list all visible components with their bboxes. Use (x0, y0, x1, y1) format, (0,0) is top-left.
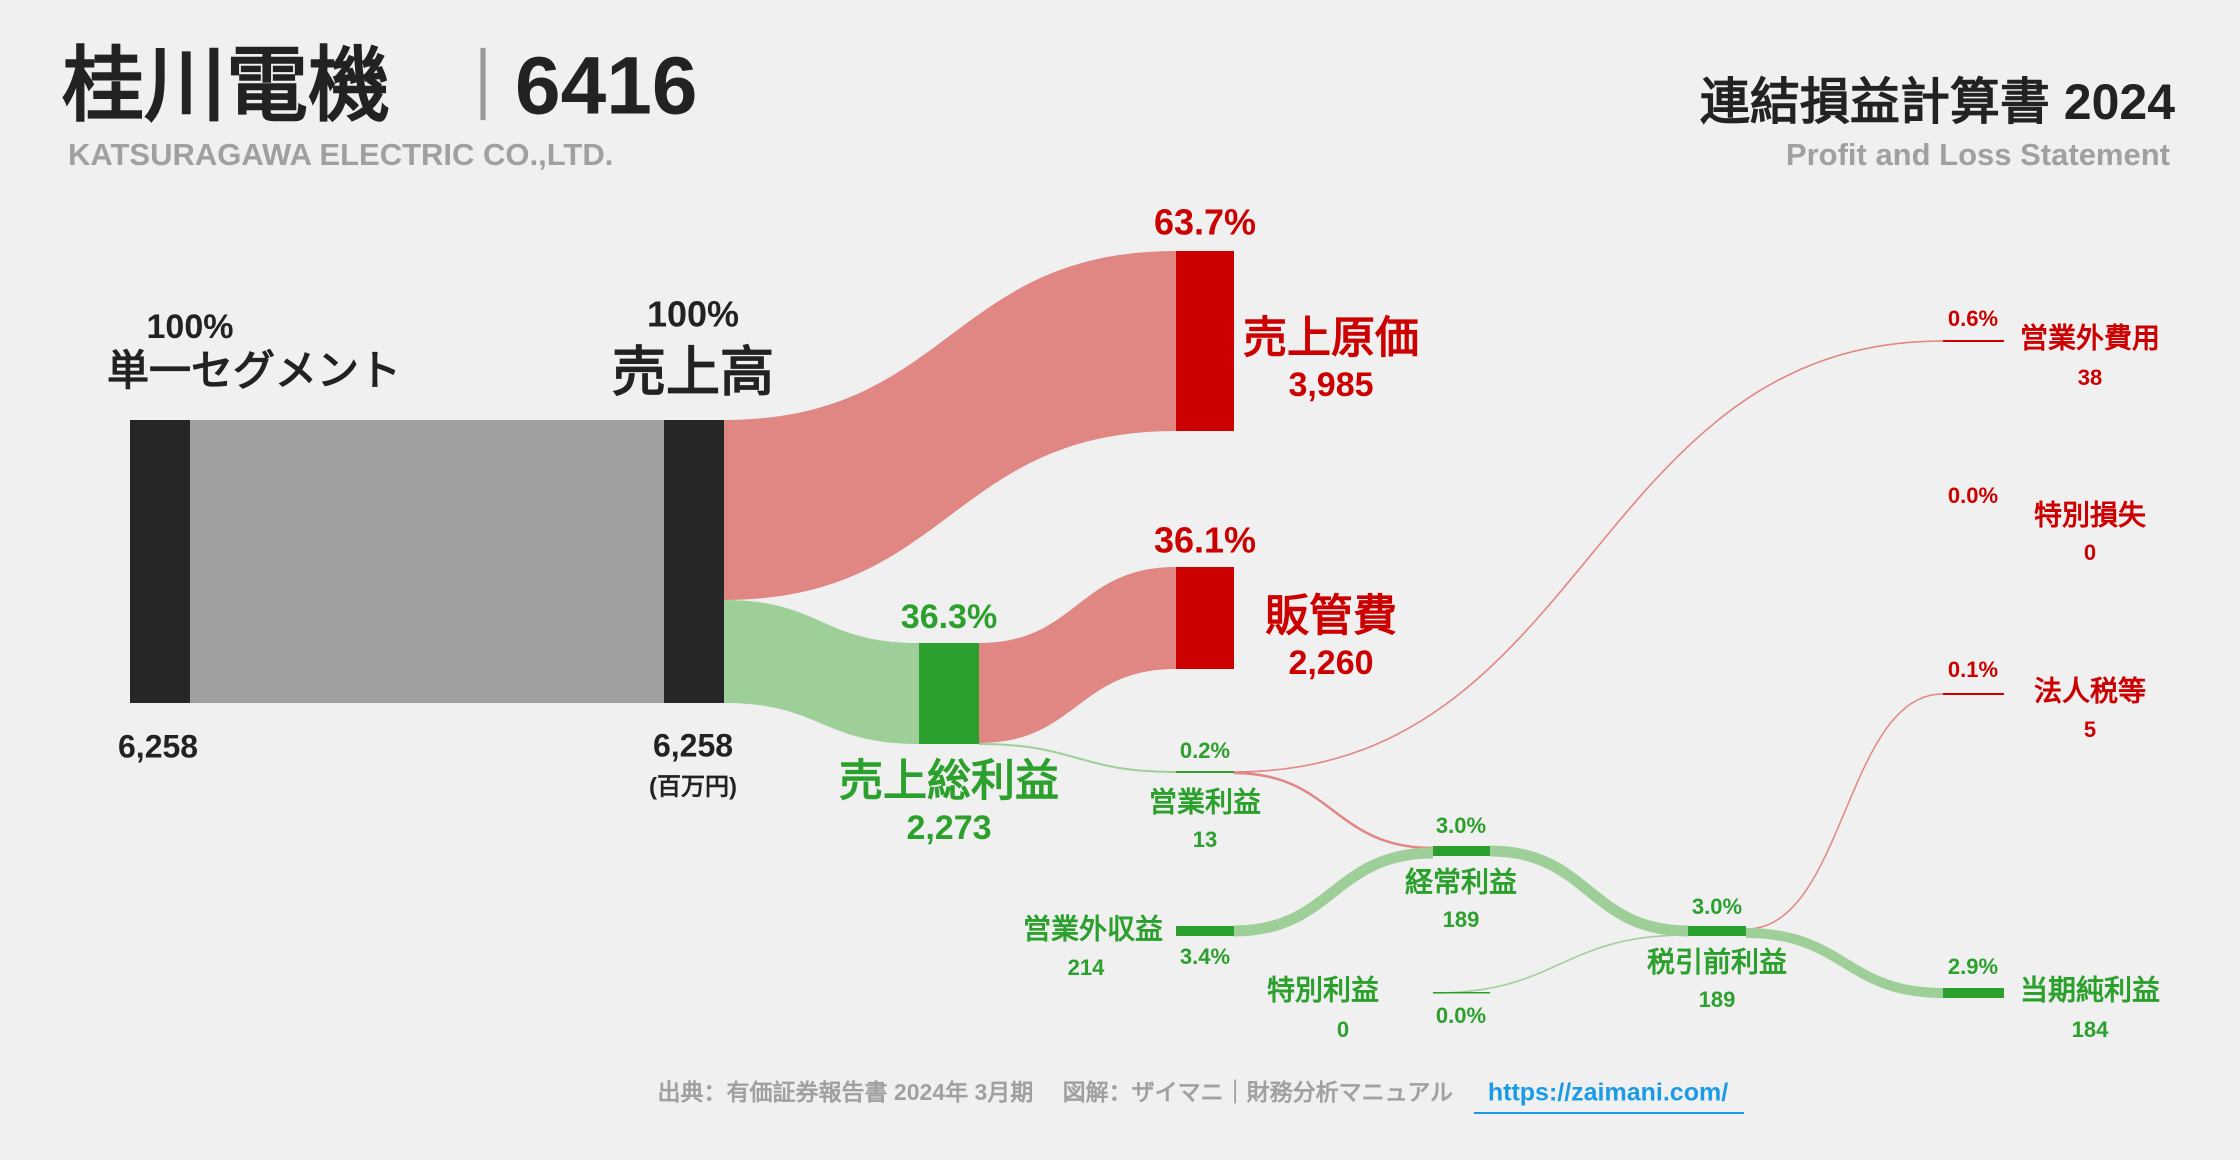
sga-label: 販管費 (1265, 592, 1397, 641)
flow-segment-revenue (190, 420, 664, 703)
node-sga (1176, 567, 1234, 669)
node-ordinary-profit (1433, 846, 1490, 856)
stock-code: 6416 (515, 41, 697, 132)
flow-special-gain-pretax (1432, 934, 1689, 994)
tax-label: 法人税等 (2034, 674, 2146, 706)
segment-label: 単一セグメント (107, 347, 401, 394)
pretax-value: 189 (1699, 987, 1736, 1012)
flow-op-nonop-expense (1233, 340, 1944, 773)
node-nonop-expense (1943, 340, 2004, 342)
cogs-label: 売上原価 (1243, 314, 1419, 363)
revenue-value: 6,258 (653, 727, 733, 763)
node-revenue (664, 420, 724, 703)
pretax-pct: 3.0% (1692, 894, 1742, 919)
gross-value: 2,273 (906, 809, 991, 847)
nonop-inc-value: 214 (1068, 955, 1105, 980)
flow-gross-sga (979, 567, 1176, 743)
cogs-pct: 63.7% (1154, 202, 1256, 243)
special-gain-label: 特別利益 (1267, 974, 1379, 1005)
node-net-income (1943, 988, 2004, 998)
ordinary-value: 189 (1443, 907, 1480, 932)
link-underline (1474, 1112, 1744, 1114)
revenue-label: 売上高 (612, 342, 774, 402)
node-operating-profit (1176, 771, 1234, 773)
flow-pretax-tax (1745, 693, 1944, 930)
op-pct: 0.2% (1180, 738, 1230, 763)
nonop-inc-pct: 3.4% (1180, 944, 1230, 969)
node-cogs (1176, 251, 1234, 431)
nonop-inc-label: 営業外収益 (1023, 913, 1163, 944)
statement-title: 連結損益計算書 2024 (1700, 74, 2175, 130)
title-separator: ｜ (448, 46, 518, 125)
company-name-en: KATSURAGAWA ELECTRIC CO.,LTD. (68, 137, 613, 172)
unit-label: (百万円) (649, 773, 737, 800)
cogs-value: 3,985 (1288, 366, 1373, 404)
site-link[interactable]: https://zaimani.com/ (1488, 1079, 1728, 1107)
revenue-pct: 100% (647, 294, 739, 335)
node-pretax-profit (1688, 926, 1746, 936)
node-gross-profit (919, 643, 979, 744)
flow-gross-op (978, 743, 1177, 773)
segment-pct: 100% (147, 308, 234, 346)
flow-revenue-cogs (724, 251, 1176, 600)
nonop-exp-label: 営業外費用 (2020, 322, 2160, 353)
segment-value: 6,258 (118, 728, 198, 764)
source-credit: 出典：有価証券報告書 2024年 3月期 図解：ザイマニ｜財務分析マニュアル (658, 1079, 1453, 1105)
nonop-exp-value: 38 (2078, 365, 2102, 390)
special-loss-label: 特別損失 (2034, 499, 2147, 530)
nonop-exp-pct: 0.6% (1948, 306, 1998, 331)
ordinary-label: 経常利益 (1405, 865, 1517, 897)
op-value: 13 (1193, 827, 1217, 852)
gross-pct: 36.3% (901, 598, 997, 636)
flow-ordinary-pretax (1489, 845, 1689, 937)
special-gain-pct: 0.0% (1436, 1003, 1486, 1028)
tax-value: 5 (2084, 717, 2096, 742)
net-pct: 2.9% (1948, 954, 1998, 979)
node-segment (130, 420, 190, 703)
node-nonop-income (1176, 926, 1234, 936)
flow-pretax-net (1745, 928, 1944, 998)
special-gain-value: 0 (1337, 1017, 1349, 1042)
flow-op-ordinary (1233, 771, 1434, 850)
sga-value: 2,260 (1288, 644, 1373, 682)
op-label: 営業利益 (1149, 786, 1261, 817)
flow-nonop-income-ordinary (1233, 847, 1434, 937)
pretax-label: 税引前利益 (1647, 945, 1787, 977)
special-loss-pct: 0.0% (1948, 483, 1998, 508)
tax-pct: 0.1% (1948, 657, 1998, 682)
node-tax (1943, 693, 2004, 695)
gross-label: 売上総利益 (839, 757, 1059, 806)
net-value: 184 (2072, 1017, 2109, 1042)
sga-pct: 36.1% (1154, 520, 1256, 561)
net-label: 当期純利益 (2020, 974, 2160, 1005)
special-loss-value: 0 (2084, 540, 2096, 565)
flow-revenue-gross (724, 600, 919, 744)
statement-title-en: Profit and Loss Statement (1786, 137, 2170, 172)
ordinary-pct: 3.0% (1436, 813, 1486, 838)
node-special-gain (1433, 992, 1490, 994)
company-name: 桂川電機 (62, 41, 390, 132)
